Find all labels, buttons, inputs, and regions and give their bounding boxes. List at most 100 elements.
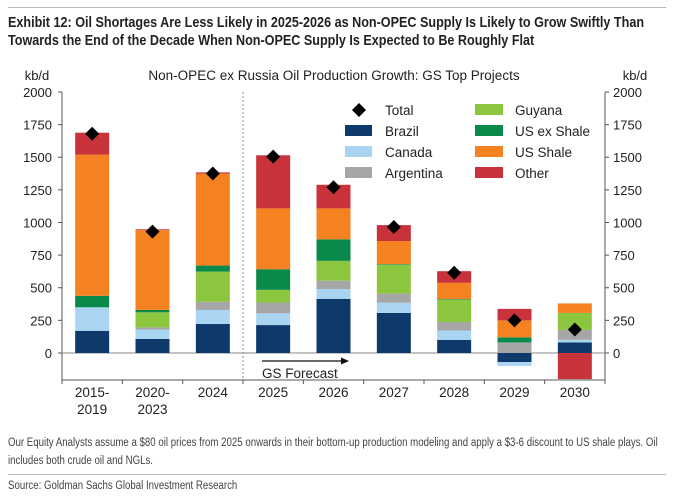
category-label: 2019 [77, 402, 107, 417]
bar-segment-brazil [195, 324, 230, 353]
bar-segment-argentina [437, 322, 472, 331]
legend-label: Guyana [515, 103, 563, 118]
bar-segment-us-ex-shale [256, 269, 291, 290]
bar-segment-brazil [557, 342, 592, 353]
left-tick-label: 250 [30, 313, 52, 328]
bar-segment-us-shale [256, 208, 291, 270]
legend-label: US ex Shale [515, 124, 590, 139]
bar-segment-us-ex-shale [316, 239, 351, 261]
legend-label: Other [515, 166, 549, 181]
bar-segment-canada [557, 339, 592, 343]
right-tick-label: 1250 [613, 183, 642, 198]
category-label: 2024 [198, 385, 229, 400]
gs-forecast-label: GS Forecast [262, 366, 338, 381]
bar-segment-argentina [316, 280, 351, 290]
total-marker [507, 313, 522, 328]
bar-segment-us-shale [316, 208, 351, 240]
bar-segment-us-ex-shale [135, 309, 170, 313]
category-label: 2015- [75, 385, 110, 400]
right-tick-label: 1000 [613, 215, 642, 230]
total-marker [85, 126, 100, 141]
legend-label: Total [385, 103, 414, 118]
total-marker [386, 220, 401, 235]
bar-segment-guyana [316, 260, 351, 281]
left-tick-label: 0 [45, 346, 52, 361]
bar-segment-guyana [376, 264, 411, 294]
footnote-rule [8, 474, 666, 475]
bar-segment-us-ex-shale [376, 264, 411, 265]
exhibit-title: Exhibit 12: Oil Shortages Are Less Likel… [8, 14, 645, 49]
left-axis-unit: kb/d [25, 68, 50, 83]
left-tick-label: 1000 [23, 215, 52, 230]
category-label: 2026 [318, 385, 348, 400]
bar-segment-argentina [195, 301, 230, 310]
right-tick-label: 2000 [613, 85, 642, 100]
legend-total-icon [352, 103, 366, 117]
category-label: 2027 [379, 385, 409, 400]
footnote: Our Equity Analysts assume a $80 oil pri… [8, 437, 658, 467]
total-marker [567, 322, 582, 337]
gs-forecast-arrow [262, 357, 349, 365]
right-tick-label: 750 [613, 248, 635, 263]
left-tick-label: 1500 [23, 150, 52, 165]
bar-segment-argentina [256, 302, 291, 314]
left-tick-label: 1750 [23, 118, 52, 133]
bar-segment-canada [316, 289, 351, 299]
right-axis-unit: kb/d [623, 68, 648, 83]
chart: 0 0 250 250 500 500 750 750 1000 1000 1250 1250 1500… [23, 68, 648, 417]
source-note: Source: Goldman Sachs Global Investment … [8, 480, 238, 492]
bar-segment-canada [75, 307, 110, 331]
bar-segment-argentina [135, 327, 170, 330]
legend-label: US Shale [515, 145, 572, 160]
bar-segment-argentina [376, 293, 411, 303]
bar-segment-other [75, 132, 110, 155]
legend-swatch [475, 104, 503, 115]
bar-segment-canada [376, 302, 411, 313]
bar-segment-us-shale [135, 230, 170, 310]
bar-segment-brazil [256, 325, 291, 353]
left-tick-label: 1250 [23, 183, 52, 198]
right-tick-label: 1500 [613, 150, 642, 165]
bar-segment-canada [195, 309, 230, 325]
category-label: 2029 [499, 385, 529, 400]
legend-swatch [345, 167, 372, 178]
bar-segment-guyana [557, 312, 592, 330]
bar-segment-us-ex-shale [437, 299, 472, 300]
chart-title: Non-OPEC ex Russia Oil Production Growth… [148, 68, 519, 83]
bar-segment-us-shale [437, 282, 472, 300]
category-label: 2025 [258, 385, 288, 400]
top-rule [8, 7, 666, 8]
bar-segment-other [557, 352, 592, 380]
bar-segment-brazil [376, 312, 411, 353]
bar-segment-canada [256, 313, 291, 326]
bar-segment-canada [437, 330, 472, 340]
bar-segment-us-shale [75, 154, 110, 296]
bar-segment-other [256, 155, 291, 209]
bar-segment-brazil [75, 330, 110, 353]
right-tick-label: 500 [613, 281, 635, 296]
total-marker [205, 166, 220, 181]
total-marker [145, 224, 160, 239]
legend-swatch [475, 146, 503, 157]
category-label: 2030 [560, 385, 590, 400]
right-tick-label: 0 [613, 346, 620, 361]
legend-swatch [345, 146, 372, 157]
bar-segment-guyana [437, 299, 472, 323]
bar-segment-brazil [497, 352, 532, 363]
bar-segment-argentina [497, 342, 532, 353]
bar-segment-us-shale [376, 241, 411, 265]
bar-segment-us-ex-shale [195, 265, 230, 272]
right-tick-label: 1750 [613, 118, 642, 133]
bar-segment-other [316, 184, 351, 209]
bar-segment-guyana [135, 312, 170, 328]
category-label: 2023 [137, 402, 167, 417]
legend-label: Argentina [385, 166, 443, 181]
right-tick-label: 250 [613, 313, 635, 328]
total-marker [447, 265, 462, 280]
left-tick-label: 750 [30, 248, 52, 263]
bar-segment-guyana [195, 271, 230, 302]
left-tick-label: 500 [30, 281, 52, 296]
legend-label: Brazil [385, 124, 419, 139]
legend: Total Brazil Canada Argentina Guyana US ex Sh… [345, 103, 590, 181]
category-label: 2020- [135, 385, 170, 400]
